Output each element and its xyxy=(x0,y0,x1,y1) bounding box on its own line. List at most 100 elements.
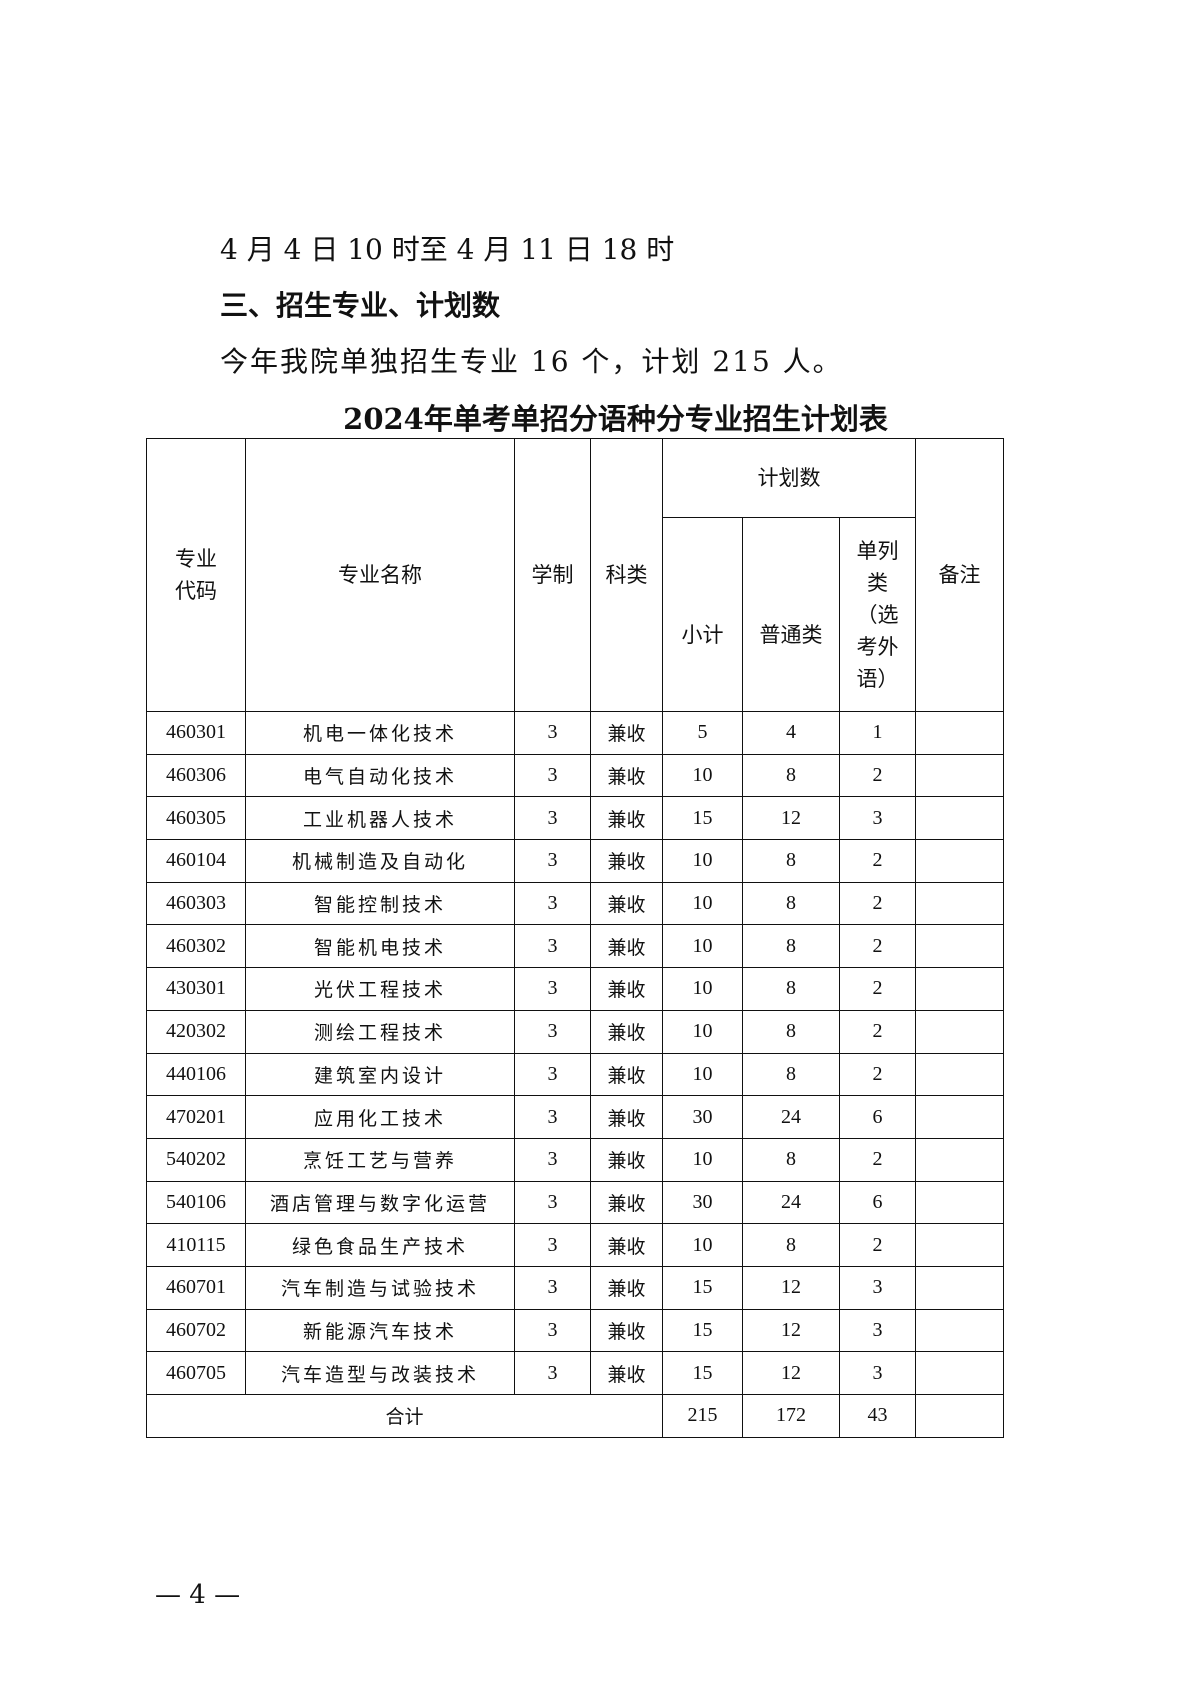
cell-code: 460701 xyxy=(146,1265,246,1310)
table-row: 430301 光伏工程技术 3 兼收 10 8 2 xyxy=(146,967,1005,1011)
cell-cat: 兼收 xyxy=(590,1137,663,1182)
total-row: 合计 215 172 43 xyxy=(146,1394,1005,1438)
cell-dur: 3 xyxy=(514,1223,591,1267)
cell-rem xyxy=(915,1180,1005,1225)
cell-code: 460306 xyxy=(146,753,246,798)
total-subtotal: 215 xyxy=(662,1394,743,1438)
cell-sep: 2 xyxy=(838,1223,917,1267)
cell-gen: 8 xyxy=(742,924,840,969)
enrollment-plan-table: 专业代码 专业名称 学制 科类 计划数 备注 小计 普通类 单列类（选考外语） … xyxy=(146,438,1005,1438)
cell-name: 应用化工技术 xyxy=(245,1095,515,1139)
cell-sub: 15 xyxy=(662,1308,743,1353)
cell-cat: 兼收 xyxy=(590,839,663,883)
cell-dur: 3 xyxy=(514,1265,591,1310)
cell-name: 绿色食品生产技术 xyxy=(245,1223,515,1267)
cell-rem xyxy=(915,1009,1005,1054)
table-row: 460306 电气自动化技术 3 兼收 10 8 2 xyxy=(146,753,1005,798)
cell-gen: 8 xyxy=(742,839,840,883)
cell-code: 460104 xyxy=(146,839,246,883)
cell-name: 智能控制技术 xyxy=(245,881,515,926)
cell-rem xyxy=(915,1308,1005,1353)
cell-sep: 2 xyxy=(838,924,917,969)
cell-sub: 15 xyxy=(662,1265,743,1310)
cell-gen: 8 xyxy=(742,1009,840,1054)
cell-name: 汽车造型与改装技术 xyxy=(245,1351,515,1395)
total-remark xyxy=(915,1394,1005,1438)
cell-code: 540106 xyxy=(146,1180,246,1225)
cell-gen: 24 xyxy=(742,1095,840,1139)
cell-sub: 10 xyxy=(662,1009,743,1054)
header-duration: 学制 xyxy=(514,438,591,712)
cell-name: 电气自动化技术 xyxy=(245,753,515,798)
cell-dur: 3 xyxy=(514,924,591,969)
header-plan: 计划数 xyxy=(661,438,917,518)
cell-sep: 1 xyxy=(838,711,917,755)
cell-code: 410115 xyxy=(146,1223,246,1267)
cell-name: 汽车制造与试验技术 xyxy=(245,1265,515,1310)
cell-dur: 3 xyxy=(514,1137,591,1182)
cell-code: 460301 xyxy=(146,711,246,755)
cell-sub: 10 xyxy=(662,924,743,969)
cell-name: 工业机器人技术 xyxy=(245,796,515,841)
total-general: 172 xyxy=(742,1394,840,1438)
table-row: 460302 智能机电技术 3 兼收 10 8 2 xyxy=(146,924,1005,969)
cell-sub: 10 xyxy=(662,1223,743,1267)
cell-sep: 6 xyxy=(838,1180,917,1225)
cell-code: 430301 xyxy=(146,967,246,1011)
header-general: 普通类 xyxy=(742,517,840,712)
cell-name: 机电一体化技术 xyxy=(245,711,515,755)
cell-code: 420302 xyxy=(146,1009,246,1054)
cell-gen: 12 xyxy=(742,1308,840,1353)
cell-rem xyxy=(915,924,1005,969)
cell-name: 烹饪工艺与营养 xyxy=(245,1137,515,1182)
cell-rem xyxy=(915,839,1005,883)
cell-cat: 兼收 xyxy=(590,796,663,841)
table-row: 460104 机械制造及自动化 3 兼收 10 8 2 xyxy=(146,839,1005,883)
table-row: 420302 测绘工程技术 3 兼收 10 8 2 xyxy=(146,1009,1005,1054)
cell-name: 机械制造及自动化 xyxy=(245,839,515,883)
cell-dur: 3 xyxy=(514,1351,591,1395)
cell-gen: 24 xyxy=(742,1180,840,1225)
cell-code: 540202 xyxy=(146,1137,246,1182)
cell-cat: 兼收 xyxy=(590,1223,663,1267)
header-code: 专业代码 xyxy=(146,438,246,712)
table-row: 540202 烹饪工艺与营养 3 兼收 10 8 2 xyxy=(146,1137,1005,1182)
header-separate: 单列类（选考外语） xyxy=(838,517,917,712)
cell-sep: 3 xyxy=(838,1351,917,1395)
cell-cat: 兼收 xyxy=(590,881,663,926)
cell-dur: 3 xyxy=(514,1009,591,1054)
cell-gen: 12 xyxy=(742,796,840,841)
cell-cat: 兼收 xyxy=(590,1095,663,1139)
cell-code: 460302 xyxy=(146,924,246,969)
header-remark: 备注 xyxy=(915,438,1005,712)
cell-rem xyxy=(915,753,1005,798)
cell-cat: 兼收 xyxy=(590,1351,663,1395)
cell-rem xyxy=(915,1223,1005,1267)
cell-rem xyxy=(915,796,1005,841)
cell-code: 460705 xyxy=(146,1351,246,1395)
cell-code: 440106 xyxy=(146,1052,246,1097)
cell-sub: 10 xyxy=(662,753,743,798)
table-row: 460701 汽车制造与试验技术 3 兼收 15 12 3 xyxy=(146,1265,1005,1310)
cell-rem xyxy=(915,1137,1005,1182)
cell-sub: 15 xyxy=(662,796,743,841)
table-row: 460303 智能控制技术 3 兼收 10 8 2 xyxy=(146,881,1005,926)
cell-name: 光伏工程技术 xyxy=(245,967,515,1011)
cell-sub: 30 xyxy=(662,1095,743,1139)
cell-sep: 3 xyxy=(838,1265,917,1310)
cell-sub: 10 xyxy=(662,839,743,883)
cell-sep: 2 xyxy=(838,839,917,883)
cell-sub: 10 xyxy=(662,967,743,1011)
cell-dur: 3 xyxy=(514,1052,591,1097)
cell-gen: 8 xyxy=(742,753,840,798)
cell-sep: 6 xyxy=(838,1095,917,1139)
cell-sub: 30 xyxy=(662,1180,743,1225)
table-row: 470201 应用化工技术 3 兼收 30 24 6 xyxy=(146,1095,1005,1139)
cell-sep: 2 xyxy=(838,1052,917,1097)
cell-cat: 兼收 xyxy=(590,1308,663,1353)
cell-gen: 12 xyxy=(742,1351,840,1395)
cell-cat: 兼收 xyxy=(590,1052,663,1097)
cell-cat: 兼收 xyxy=(590,711,663,755)
header-name: 专业名称 xyxy=(245,438,515,712)
